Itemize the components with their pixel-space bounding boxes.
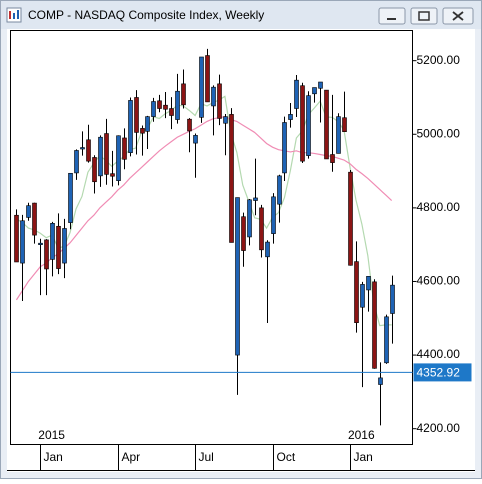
candle-body	[372, 281, 377, 369]
candle-body	[259, 207, 264, 251]
candle-body	[342, 117, 347, 133]
moving-average	[15, 115, 393, 301]
y-tick-label: 4800.00	[417, 200, 461, 214]
candle-body	[294, 79, 299, 109]
candle-body	[98, 136, 103, 177]
x-tick-label: Apr	[122, 450, 141, 464]
candle-body	[175, 90, 180, 120]
candle-body	[241, 216, 246, 251]
app-icon	[6, 7, 22, 23]
y-tick-label: 4200.00	[417, 421, 461, 435]
candle-body	[116, 135, 121, 181]
candle-body	[140, 128, 145, 134]
candle-body	[366, 276, 371, 291]
year-label: 2016	[348, 428, 375, 442]
candle-body	[14, 214, 19, 263]
candle-body	[26, 205, 31, 218]
x-tick-label: Oct	[277, 450, 296, 464]
candle-body	[74, 150, 79, 174]
window-title: COMP - NASDAQ Composite Index, Weekly	[28, 8, 264, 22]
candle-body	[163, 104, 168, 110]
candle-body	[187, 118, 192, 132]
last-price-label: 4352.92	[417, 366, 461, 380]
candle-body	[151, 101, 156, 117]
x-tick-label: Jan	[354, 450, 373, 464]
candle-body	[128, 100, 133, 153]
candle-body	[110, 173, 115, 177]
candle-body	[306, 95, 311, 156]
candle-body	[62, 228, 67, 264]
close-button[interactable]	[442, 7, 474, 25]
y-tick-label: 5000.00	[417, 126, 461, 140]
candle-body	[68, 172, 73, 223]
x-tick-label: Jan	[44, 450, 63, 464]
candle-body	[277, 175, 282, 205]
candle-body	[336, 116, 341, 154]
candle-body	[92, 157, 97, 183]
y-tick-label: 4400.00	[417, 347, 461, 361]
candle-body	[223, 116, 228, 124]
candle-body	[390, 284, 395, 314]
candle-body	[134, 97, 139, 133]
candle-body	[211, 86, 216, 107]
candle-body	[318, 81, 323, 89]
candle-body	[229, 114, 234, 243]
maximize-button[interactable]	[410, 7, 438, 25]
candle-body	[80, 147, 85, 150]
candle-body	[205, 55, 210, 103]
candle-body	[247, 199, 252, 238]
y-tick-label: 5200.00	[417, 53, 461, 67]
candle-body	[56, 225, 61, 269]
candle-body	[348, 171, 353, 266]
candle-body	[32, 202, 37, 236]
candle-body	[104, 133, 109, 175]
candle-body	[145, 116, 150, 132]
x-tick-label: Jul	[199, 450, 214, 464]
candle-body	[181, 83, 186, 106]
moving-average	[16, 95, 392, 327]
candle-body	[324, 89, 329, 160]
candle-body	[169, 108, 174, 116]
candle-body	[193, 135, 198, 144]
minimize-button[interactable]	[378, 7, 406, 25]
y-tick-label: 4600.00	[417, 274, 461, 288]
candle-body	[384, 316, 389, 364]
candle-body	[44, 239, 49, 270]
candle-body	[50, 223, 55, 260]
last-price-tag	[413, 363, 472, 382]
candle-body	[122, 137, 127, 160]
candle-body	[265, 241, 270, 258]
candle-body	[235, 197, 240, 356]
candle-body	[330, 154, 335, 163]
candle-body	[217, 83, 222, 119]
candle-body	[20, 220, 25, 264]
candle-body	[360, 284, 365, 308]
candle-body	[300, 85, 305, 162]
candle-body	[312, 87, 317, 95]
candle-body	[157, 100, 162, 109]
candle-body	[378, 377, 383, 385]
candle-body	[253, 197, 258, 201]
candle-body	[38, 242, 43, 245]
year-label: 2015	[38, 428, 65, 442]
candle-body	[282, 122, 287, 174]
candle-body	[86, 139, 91, 162]
candle-body	[288, 114, 293, 120]
candle-body	[199, 56, 204, 118]
candle-body	[271, 196, 276, 234]
candle-body	[354, 261, 359, 323]
